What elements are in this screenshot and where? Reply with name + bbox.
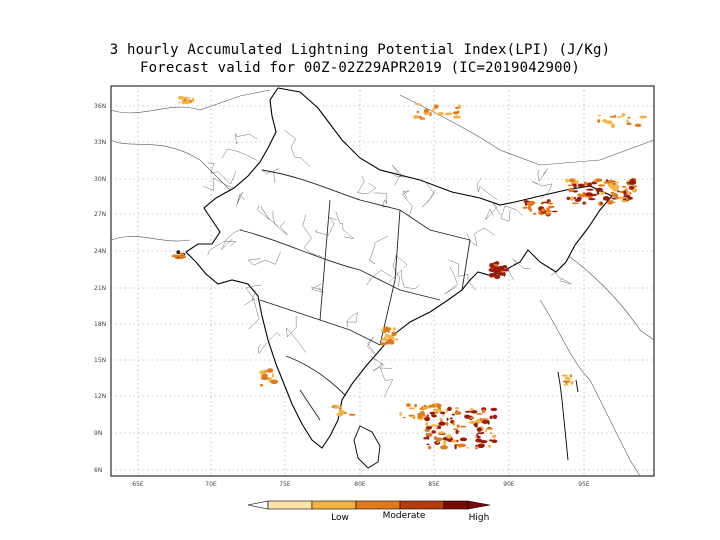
colorbar-segment-1: [311, 500, 357, 510]
lon-label: 75E: [279, 481, 291, 488]
lon-label: 90E: [503, 481, 515, 488]
legend-label-moderate: Moderate: [383, 511, 426, 521]
colorbar-segment-4: [443, 500, 469, 510]
lat-label: 18N: [94, 321, 106, 328]
map-title-line1: 3 hourly Accumulated Lightning Potential…: [109, 42, 611, 58]
lat-label: 33N: [94, 139, 106, 146]
andaman-islands: [557, 371, 579, 461]
lat-label: 12N: [94, 393, 106, 400]
legend-label-high: High: [469, 513, 490, 523]
lon-label: 70E: [205, 481, 217, 488]
colorbar-segment-3: [399, 500, 445, 510]
map-title-line2: Forecast valid for 00Z-02Z29APR2019 (IC=…: [139, 60, 581, 76]
lon-label: 65E: [132, 481, 144, 488]
longitude-labels: 65E 70E 75E 80E 85E 90E 95E: [132, 481, 590, 488]
neighbour-boundaries: [110, 89, 655, 477]
colorbar: Low Moderate High: [247, 500, 491, 523]
colorbar-segment-2: [355, 500, 401, 510]
lat-label: 21N: [94, 285, 106, 292]
colorbar-left-arrow: [247, 500, 269, 510]
latitude-labels: 36N 33N 30N 27N 24N 21N 18N 15N 12N 9N 6N: [94, 103, 106, 474]
colorbar-right-arrow: [467, 500, 491, 510]
lon-label: 95E: [578, 481, 590, 488]
colorbar-segment-0: [267, 500, 313, 510]
lat-label: 30N: [94, 176, 106, 183]
district-boundaries: [203, 129, 572, 398]
lat-label: 9N: [94, 430, 102, 437]
lat-label: 6N: [94, 467, 102, 474]
state-boundaries: [239, 169, 471, 421]
legend-label-low: Low: [331, 513, 349, 523]
lon-label: 80E: [354, 481, 366, 488]
lpi-shading: [171, 96, 648, 450]
lat-label: 24N: [94, 248, 106, 255]
lat-label: 15N: [94, 357, 106, 364]
sri-lanka-outline: [353, 425, 381, 469]
lat-label: 27N: [94, 211, 106, 218]
lon-label: 85E: [428, 481, 440, 488]
lat-label: 36N: [94, 103, 106, 110]
